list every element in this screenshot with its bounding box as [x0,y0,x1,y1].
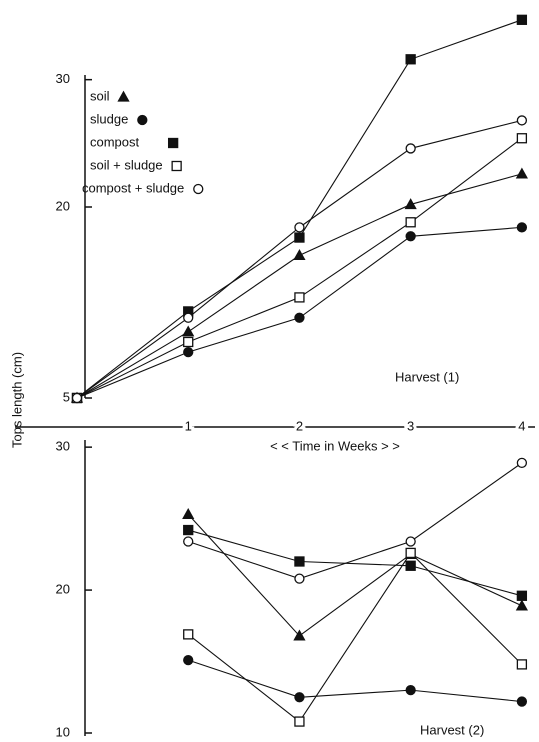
data-point [294,292,305,303]
data-point [183,336,194,348]
y-tick-label: 30 [56,439,70,454]
series-line [188,659,522,703]
data-point [405,684,416,696]
series-line [188,462,523,580]
legend-marker [137,114,148,126]
data-point [182,325,195,337]
legend-marker [171,160,182,172]
data-point [183,536,194,547]
data-point [294,222,305,233]
data-point [183,524,194,536]
data-point [183,654,194,666]
series-line [76,137,523,399]
x-tick-label: 4 [518,418,525,433]
data-point [405,217,416,228]
y-axis-label: Tops length (cm) [9,352,24,448]
legend-marker [193,183,204,195]
data-point [404,198,417,210]
x-tick-label: 3 [407,418,414,433]
data-point [516,14,528,25]
y-tick-label: 5 [63,389,70,404]
data-point [405,231,416,242]
y-tick-label: 30 [56,71,70,86]
data-point [183,312,194,323]
series-line [187,513,523,637]
annotation: Harvest (1) [395,369,459,384]
data-point [516,590,528,601]
legend-label: compost [90,134,140,149]
legend-label: sludge [90,111,128,126]
data-point [405,143,416,154]
data-point [293,629,306,641]
data-point [294,232,305,243]
data-point [516,659,528,670]
x-tick-label: 1 [185,418,192,433]
data-point [294,716,305,727]
data-point [405,536,416,547]
legend-marker [167,137,179,149]
legend-label: soil [90,88,110,103]
x-tick-label: 2 [296,418,303,433]
data-point [516,115,528,126]
x-axis-label: < < Time in Weeks > > [270,438,400,453]
data-point [516,696,528,707]
data-point [183,629,194,640]
data-point [182,507,195,519]
series-line [187,552,523,723]
data-point [515,599,528,611]
y-tick-label: 10 [56,724,70,739]
data-point [183,347,194,358]
legend-label: compost + sludge [82,180,184,195]
y-tick-label: 20 [56,582,70,597]
data-point [294,556,305,567]
data-point [516,222,528,233]
data-point [516,457,528,469]
data-point [515,167,528,179]
data-point [516,133,528,144]
data-point [71,392,83,404]
y-tick-label: 20 [56,198,70,213]
series-line [76,19,523,399]
series-line [188,529,523,597]
data-point [294,692,305,703]
data-point [294,312,305,323]
data-point [405,560,416,571]
legend-marker [117,90,130,102]
data-point [405,54,416,65]
annotation: Harvest (2) [420,722,484,737]
legend-label: soil + sludge [90,157,163,172]
data-point [293,249,306,261]
data-point [294,573,305,584]
data-point [405,547,416,559]
